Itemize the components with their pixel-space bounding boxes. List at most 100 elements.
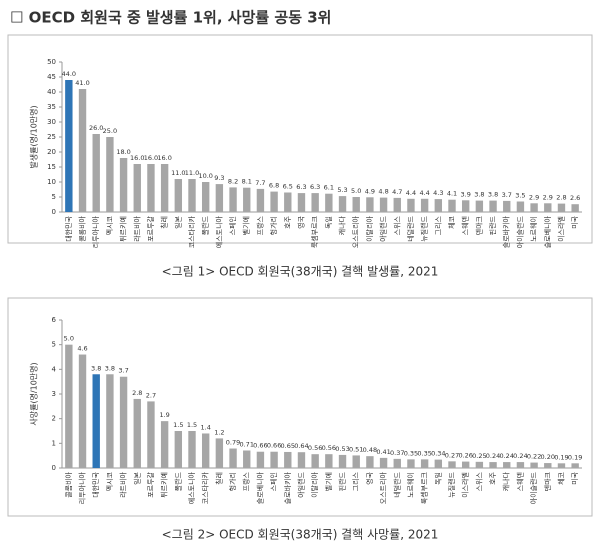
bar (544, 463, 552, 468)
bar (489, 462, 497, 468)
bar (448, 461, 456, 468)
y-tick-label: 50 (47, 58, 56, 66)
y-tick-label: 5 (52, 193, 56, 201)
value-label: 0.35 (404, 449, 418, 457)
value-label: 44.0 (62, 70, 76, 78)
x-tick-label: 호주 (489, 471, 497, 484)
bar (393, 197, 401, 212)
y-tick-label: 15 (47, 163, 56, 171)
x-tick-label: 이탈리아 (310, 471, 319, 497)
x-tick-label: 일본 (132, 471, 141, 484)
value-label: 6.1 (324, 184, 334, 192)
value-label: 0.24 (486, 452, 500, 460)
value-label: 0.35 (417, 449, 431, 457)
x-tick-label: 슬로바키아 (283, 471, 292, 504)
value-label: 16.0 (144, 154, 158, 162)
value-label: 0.53 (335, 445, 349, 453)
x-tick-label: 칠레 (214, 472, 223, 485)
bar (475, 200, 484, 212)
bar (475, 461, 484, 468)
bar (530, 462, 538, 468)
x-tick-label: 독일 (433, 472, 442, 485)
bar (133, 398, 141, 468)
bar (229, 187, 237, 212)
bar (407, 198, 415, 212)
bar (229, 448, 237, 468)
value-label: 5.0 (351, 187, 361, 195)
x-tick-label: 벨기에 (324, 472, 333, 491)
x-tick-label: 코스타리카 (187, 215, 196, 248)
value-label: 5.3 (337, 186, 347, 194)
x-tick-label: 프랑스 (256, 215, 264, 235)
value-label: 41.0 (75, 79, 89, 87)
bar (256, 188, 265, 212)
x-tick-label: 뉴질랜드 (420, 215, 429, 241)
x-tick-label: 아일랜드 (296, 471, 305, 497)
value-label: 1.5 (173, 421, 183, 429)
value-label: 4.1 (447, 190, 457, 198)
value-label: 2.8 (556, 194, 566, 202)
bar (147, 164, 155, 212)
value-label: 3.9 (461, 190, 471, 198)
value-label: 2.9 (543, 193, 553, 201)
value-label: 5.0 (64, 335, 74, 343)
value-label: 1.9 (159, 411, 169, 419)
bar (448, 199, 456, 212)
x-tick-label: 노르웨이 (406, 472, 415, 498)
bar (65, 80, 73, 212)
value-label: 0.64 (294, 442, 308, 450)
bar (78, 354, 87, 468)
value-label: 0.66 (253, 442, 267, 450)
x-tick-label: 스웨덴 (515, 472, 524, 491)
x-tick-label: 영국 (296, 215, 305, 228)
y-tick-label: 1 (52, 439, 56, 447)
x-tick-label: 스위스 (393, 215, 401, 235)
bar (407, 459, 415, 468)
y-tick-label: 5 (52, 341, 56, 349)
y-tick-label: 0 (52, 208, 56, 216)
x-tick-label: 체코 (557, 471, 565, 484)
x-tick-label: 아이슬란드 (529, 471, 538, 504)
value-label: 2.9 (529, 193, 539, 201)
x-tick-label: 일본 (173, 215, 182, 228)
value-label: 4.6 (77, 345, 87, 353)
x-tick-label: 핀란드 (488, 215, 497, 235)
bar (338, 196, 347, 212)
value-label: 26.0 (89, 124, 103, 132)
y-tick-label: 10 (47, 178, 56, 186)
bar (379, 457, 388, 468)
x-tick-label: 덴마크 (474, 215, 483, 235)
y-tick-label: 3 (52, 390, 56, 398)
x-tick-label: 아이슬란드 (515, 215, 524, 248)
value-label: 0.25 (472, 452, 486, 460)
chart-frame (7, 34, 593, 244)
x-tick-label: 멕시코 (105, 471, 114, 491)
x-tick-label: 핀란드 (338, 471, 347, 491)
value-label: 0.66 (267, 442, 281, 450)
value-label: 0.22 (527, 453, 541, 461)
bar (379, 197, 388, 212)
value-label: 0.48 (363, 446, 377, 454)
bar (297, 193, 306, 212)
x-tick-label: 대한민국 (91, 471, 100, 497)
value-label: 0.26 (458, 452, 472, 460)
bar (188, 179, 196, 212)
x-tick-label: 캐나다 (338, 215, 347, 235)
bar (557, 203, 566, 212)
x-tick-label: 이스라엘 (556, 216, 565, 242)
value-label: 0.56 (322, 444, 336, 452)
value-label: 16.0 (130, 154, 144, 162)
value-label: 0.20 (541, 453, 555, 461)
x-tick-label: 독일 (324, 216, 333, 229)
bar (106, 137, 114, 212)
bar (420, 198, 429, 212)
bar (352, 455, 360, 468)
bar (92, 374, 100, 468)
x-tick-label: 오스트리아 (379, 471, 388, 504)
bar (201, 182, 210, 212)
bar (366, 197, 374, 212)
x-tick-label: 미국 (570, 215, 579, 228)
x-tick-label: 네덜란드 (406, 215, 415, 241)
value-label: 11.0 (171, 169, 185, 177)
value-label: 3.7 (502, 191, 512, 199)
